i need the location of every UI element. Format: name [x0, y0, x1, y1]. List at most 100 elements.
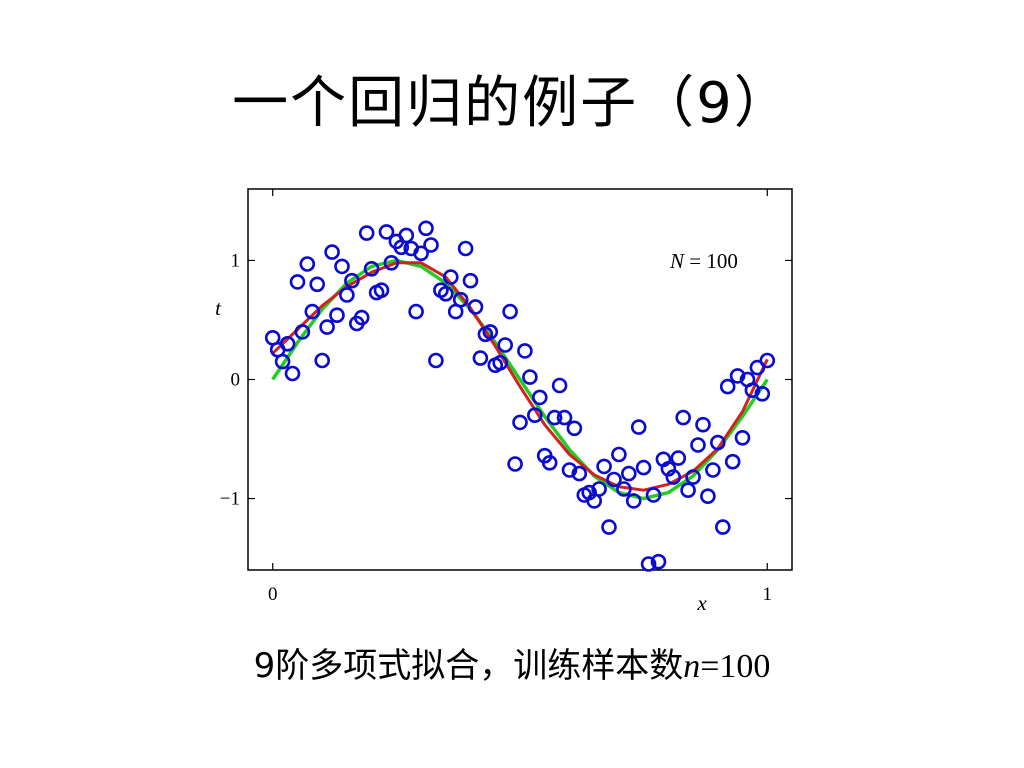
data-point-9: [309, 276, 326, 293]
data-point-44: [482, 324, 499, 340]
data-point-84: [680, 482, 696, 499]
data-point-41: [467, 299, 484, 315]
data-point-88: [700, 488, 716, 505]
data-points: [264, 220, 776, 572]
true-curve-line: [271, 258, 769, 501]
caption-suffix: =100: [700, 648, 771, 685]
data-point-97: [744, 382, 761, 399]
data-point-71: [616, 481, 632, 497]
data-point-36: [442, 269, 459, 285]
sample-size-annotation: N = 100: [669, 249, 738, 273]
data-point-39: [457, 240, 474, 257]
data-point-46: [492, 354, 509, 371]
data-point-73: [625, 493, 642, 509]
data-point-8: [304, 303, 321, 320]
data-point-69: [606, 471, 622, 488]
data-point-24: [383, 254, 400, 271]
slide-caption: 9阶多项式拟合，训练样本数n=100: [0, 638, 1024, 687]
data-point-6: [294, 324, 311, 340]
data-point-20: [363, 260, 380, 277]
data-point-87: [695, 416, 711, 433]
data-point-18: [353, 309, 370, 326]
data-point-89: [705, 462, 721, 478]
data-point-59: [556, 409, 573, 426]
data-point-61: [566, 420, 583, 437]
data-point-11: [319, 319, 335, 335]
data-point-12: [324, 244, 340, 260]
data-point-14: [334, 258, 350, 275]
y-tick-label-2: 1: [231, 250, 241, 271]
data-point-16: [344, 272, 360, 289]
annotation-text: = 100: [684, 249, 738, 273]
annotation-var: N: [669, 249, 685, 273]
data-point-30: [413, 245, 429, 262]
data-point-62: [571, 465, 588, 482]
data-point-40: [462, 272, 479, 289]
y-tick-label-0: −1: [220, 489, 240, 510]
data-point-99: [754, 385, 771, 402]
data-point-81: [665, 469, 682, 485]
data-point-3: [279, 335, 296, 352]
data-point-94: [729, 368, 746, 384]
data-point-60: [561, 462, 578, 478]
data-point-2: [274, 353, 291, 370]
data-point-10: [314, 352, 331, 369]
data-point-95: [734, 429, 751, 446]
data-point-72: [620, 465, 637, 482]
data-point-23: [378, 224, 395, 240]
data-point-4: [284, 365, 301, 382]
data-point-100: [759, 352, 776, 369]
data-point-92: [719, 378, 736, 395]
data-point-27: [398, 227, 415, 244]
data-point-42: [472, 350, 489, 366]
data-point-50: [512, 414, 528, 431]
data-point-49: [507, 456, 523, 472]
x-tick-label-0: 0: [268, 584, 278, 605]
data-point-15: [339, 287, 355, 303]
y-axis-label: t: [215, 296, 222, 320]
data-point-90: [709, 434, 726, 451]
data-point-52: [522, 369, 538, 385]
data-point-82: [670, 450, 687, 466]
data-point-13: [329, 307, 345, 324]
data-point-32: [423, 237, 439, 253]
data-point-7: [299, 256, 316, 272]
data-point-57: [546, 409, 563, 426]
x-axis-label: x: [696, 591, 707, 615]
y-tick-label-1: 0: [231, 370, 241, 391]
data-point-98: [749, 359, 766, 376]
data-point-78: [650, 553, 667, 570]
data-point-93: [724, 453, 741, 470]
data-point-53: [526, 407, 543, 424]
data-point-70: [611, 446, 627, 463]
tick-labels: 0 1 −1 0 1: [220, 250, 772, 605]
data-point-75: [635, 459, 652, 476]
data-point-58: [551, 377, 568, 394]
caption-prefix: 9阶多项式拟合，训练样本数: [253, 646, 684, 686]
data-point-48: [502, 303, 518, 320]
data-point-38: [452, 291, 469, 308]
data-point-76: [640, 556, 657, 572]
data-point-74: [630, 419, 647, 435]
data-point-29: [408, 303, 424, 320]
data-point-85: [685, 469, 701, 485]
data-point-86: [690, 437, 706, 453]
slide-title: 一个回归的例子（9）: [232, 71, 792, 136]
data-point-77: [645, 487, 662, 503]
data-point-83: [675, 409, 692, 426]
data-point-33: [428, 352, 444, 369]
data-point-67: [596, 458, 612, 475]
data-point-31: [418, 220, 434, 237]
data-point-19: [358, 225, 375, 241]
caption-var: n: [683, 648, 701, 685]
data-point-54: [531, 389, 548, 406]
data-point-22: [373, 282, 390, 299]
data-point-5: [289, 274, 306, 290]
data-point-91: [714, 519, 731, 535]
data-point-56: [541, 454, 558, 471]
x-tick-label-1: 1: [763, 584, 773, 605]
data-point-47: [497, 337, 514, 353]
fit-curve-line: [271, 261, 769, 492]
data-point-66: [591, 481, 607, 497]
